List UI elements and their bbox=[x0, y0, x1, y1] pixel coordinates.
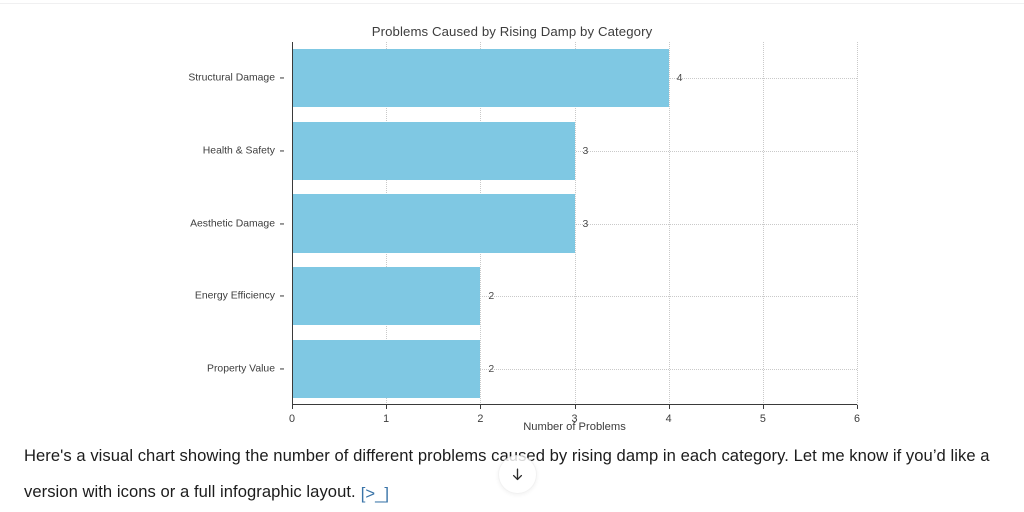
bar-structural-damage bbox=[292, 49, 669, 108]
x-axis-label: Number of Problems bbox=[523, 421, 626, 433]
x-tick-label: 3 bbox=[571, 413, 578, 425]
bar-value-label: 3 bbox=[582, 217, 589, 230]
gridline-horizontal bbox=[292, 150, 857, 152]
arrow-down-icon bbox=[512, 468, 523, 481]
bar-value-label: 3 bbox=[582, 144, 589, 157]
gridline-horizontal bbox=[292, 223, 857, 225]
chart-title: Problems Caused by Rising Damp by Catego… bbox=[371, 24, 653, 39]
bar-value-label: 2 bbox=[488, 362, 495, 375]
scroll-to-bottom-button[interactable] bbox=[498, 455, 537, 494]
y-tick-mark bbox=[280, 368, 284, 370]
x-tick-mark bbox=[857, 405, 859, 409]
y-tick-label: Property Value bbox=[207, 363, 275, 375]
y-tick-mark bbox=[280, 77, 284, 79]
bar-value-label: 2 bbox=[488, 290, 495, 303]
x-axis-tick-labels: 0 1 2 3 4 5 6 bbox=[288, 405, 861, 429]
x-tick-label: 6 bbox=[853, 413, 861, 425]
assistant-message-text: Here's a visual chart showing the number… bbox=[24, 446, 990, 501]
x-tick-label: 2 bbox=[477, 413, 484, 425]
x-tick-label: 5 bbox=[759, 413, 766, 425]
gridline-horizontal bbox=[292, 368, 857, 370]
x-tick-label: 4 bbox=[665, 413, 672, 425]
bar-health-safety bbox=[292, 121, 575, 180]
gridline-horizontal bbox=[292, 296, 857, 298]
x-tick-mark bbox=[386, 405, 388, 409]
y-tick-mark bbox=[280, 295, 284, 297]
assistant-message: Here's a visual chart showing the number… bbox=[24, 438, 1008, 512]
terminal-icon[interactable]: [>_] bbox=[360, 484, 390, 503]
y-tick-label: Energy Efficiency bbox=[194, 290, 275, 302]
y-axis-spine bbox=[292, 42, 294, 405]
y-tick-mark bbox=[280, 222, 284, 225]
x-tick-mark bbox=[480, 405, 482, 409]
gridline-vertical bbox=[857, 42, 858, 405]
plot-area: 4 3 3 2 2 bbox=[292, 42, 858, 405]
y-tick-label: Health & Safety bbox=[202, 145, 275, 157]
y-tick-label: Aesthetic Damage bbox=[190, 218, 275, 229]
bar-aesthetic-damage bbox=[292, 194, 575, 253]
x-tick-mark bbox=[668, 405, 670, 409]
y-tick-label: Structural Damage bbox=[188, 72, 275, 84]
x-tick-mark bbox=[292, 405, 294, 409]
bar-energy-efficiency bbox=[292, 267, 481, 326]
bar-chart-figure: Problems Caused by Rising Damp by Catego… bbox=[0, 10, 1024, 435]
x-tick-mark bbox=[762, 405, 764, 409]
page-top-divider bbox=[0, 3, 1024, 4]
bar-property-value bbox=[292, 339, 481, 398]
x-axis-spine bbox=[292, 403, 857, 405]
y-tick-mark bbox=[280, 150, 284, 152]
x-tick-label: 1 bbox=[383, 413, 390, 425]
y-axis-tick-labels: Structural Damage Health & Safety Aestheti… bbox=[0, 42, 284, 405]
x-tick-label: 0 bbox=[288, 413, 296, 425]
bar-value-label: 4 bbox=[676, 72, 683, 85]
x-tick-mark bbox=[574, 405, 576, 409]
